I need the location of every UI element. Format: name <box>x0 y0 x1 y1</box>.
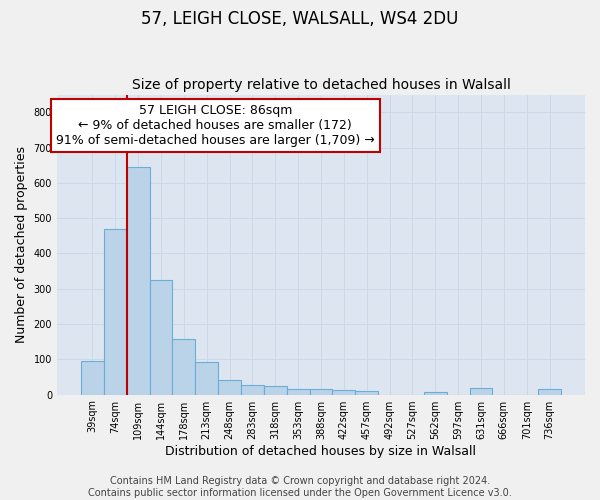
Text: 57 LEIGH CLOSE: 86sqm
← 9% of detached houses are smaller (172)
91% of semi-deta: 57 LEIGH CLOSE: 86sqm ← 9% of detached h… <box>56 104 375 146</box>
Bar <box>355 391 378 394</box>
Text: Contains HM Land Registry data © Crown copyright and database right 2024.
Contai: Contains HM Land Registry data © Crown c… <box>88 476 512 498</box>
Bar <box>172 339 195 394</box>
Bar <box>195 362 218 394</box>
Bar <box>310 390 332 394</box>
Bar <box>332 390 355 394</box>
Bar <box>127 167 149 394</box>
Y-axis label: Number of detached properties: Number of detached properties <box>15 146 28 343</box>
Bar <box>264 386 287 394</box>
Bar <box>241 384 264 394</box>
Bar <box>218 380 241 394</box>
Bar <box>287 390 310 394</box>
X-axis label: Distribution of detached houses by size in Walsall: Distribution of detached houses by size … <box>166 444 476 458</box>
Bar <box>424 392 446 394</box>
Title: Size of property relative to detached houses in Walsall: Size of property relative to detached ho… <box>131 78 511 92</box>
Bar <box>81 361 104 394</box>
Bar <box>104 228 127 394</box>
Bar <box>149 280 172 394</box>
Text: 57, LEIGH CLOSE, WALSALL, WS4 2DU: 57, LEIGH CLOSE, WALSALL, WS4 2DU <box>142 10 458 28</box>
Bar <box>538 390 561 394</box>
Bar <box>470 388 493 394</box>
